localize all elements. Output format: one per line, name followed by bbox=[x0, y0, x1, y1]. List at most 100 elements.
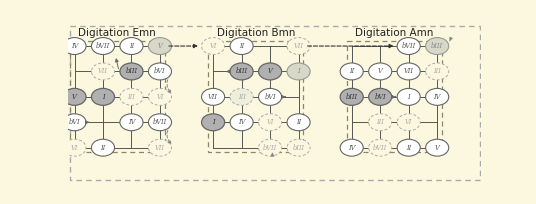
Ellipse shape bbox=[63, 114, 86, 131]
Ellipse shape bbox=[202, 114, 225, 131]
Text: VI: VI bbox=[157, 93, 163, 101]
Text: VI: VI bbox=[71, 144, 78, 152]
Ellipse shape bbox=[287, 139, 310, 156]
Text: I: I bbox=[102, 93, 105, 101]
Ellipse shape bbox=[397, 88, 420, 105]
Text: V: V bbox=[378, 68, 383, 75]
Text: III: III bbox=[128, 93, 136, 101]
Ellipse shape bbox=[369, 139, 392, 156]
Text: VI: VI bbox=[210, 42, 217, 50]
Ellipse shape bbox=[92, 139, 115, 156]
Text: VI: VI bbox=[405, 118, 412, 126]
Text: IV: IV bbox=[128, 118, 135, 126]
Text: I: I bbox=[297, 68, 300, 75]
Ellipse shape bbox=[120, 38, 143, 54]
Text: I: I bbox=[212, 118, 214, 126]
Ellipse shape bbox=[287, 38, 310, 54]
Text: II: II bbox=[239, 42, 244, 50]
Ellipse shape bbox=[397, 63, 420, 80]
Text: bVII: bVII bbox=[373, 144, 388, 152]
Ellipse shape bbox=[340, 139, 363, 156]
Text: II: II bbox=[100, 144, 106, 152]
Text: V: V bbox=[72, 93, 77, 101]
Text: IV: IV bbox=[71, 42, 78, 50]
Ellipse shape bbox=[148, 38, 172, 54]
Ellipse shape bbox=[120, 114, 143, 131]
Ellipse shape bbox=[340, 88, 363, 105]
Text: bVI: bVI bbox=[374, 93, 386, 101]
Ellipse shape bbox=[63, 88, 86, 105]
Ellipse shape bbox=[426, 139, 449, 156]
Text: III: III bbox=[376, 118, 384, 126]
Text: I: I bbox=[407, 93, 410, 101]
Text: V: V bbox=[267, 68, 272, 75]
Ellipse shape bbox=[230, 88, 253, 105]
Text: VII: VII bbox=[98, 68, 108, 75]
Text: II: II bbox=[406, 144, 411, 152]
Ellipse shape bbox=[426, 63, 449, 80]
Text: bVII: bVII bbox=[153, 118, 167, 126]
Text: VII: VII bbox=[155, 144, 165, 152]
Text: bVII: bVII bbox=[96, 42, 110, 50]
Ellipse shape bbox=[148, 114, 172, 131]
Ellipse shape bbox=[287, 63, 310, 80]
Ellipse shape bbox=[63, 38, 86, 54]
Text: VI: VI bbox=[266, 118, 274, 126]
Ellipse shape bbox=[148, 88, 172, 105]
Text: III: III bbox=[433, 68, 441, 75]
Ellipse shape bbox=[92, 88, 115, 105]
Text: VII: VII bbox=[294, 42, 303, 50]
Text: bVI: bVI bbox=[154, 68, 166, 75]
Ellipse shape bbox=[369, 63, 392, 80]
Ellipse shape bbox=[397, 139, 420, 156]
Ellipse shape bbox=[202, 38, 225, 54]
Ellipse shape bbox=[258, 88, 281, 105]
Ellipse shape bbox=[148, 139, 172, 156]
Text: Digitation Bmn: Digitation Bmn bbox=[217, 28, 295, 38]
Text: II: II bbox=[129, 42, 134, 50]
Ellipse shape bbox=[230, 114, 253, 131]
Text: bIII: bIII bbox=[125, 68, 138, 75]
Text: V: V bbox=[435, 144, 440, 152]
Ellipse shape bbox=[202, 88, 225, 105]
Text: IV: IV bbox=[238, 118, 245, 126]
Text: II: II bbox=[349, 68, 354, 75]
Ellipse shape bbox=[397, 114, 420, 131]
Ellipse shape bbox=[120, 63, 143, 80]
Ellipse shape bbox=[148, 63, 172, 80]
Ellipse shape bbox=[92, 63, 115, 80]
Text: IV: IV bbox=[434, 93, 441, 101]
FancyBboxPatch shape bbox=[70, 26, 480, 180]
Ellipse shape bbox=[230, 38, 253, 54]
Text: bIII: bIII bbox=[346, 93, 358, 101]
Text: bIII: bIII bbox=[431, 42, 443, 50]
Ellipse shape bbox=[63, 139, 86, 156]
Ellipse shape bbox=[369, 114, 392, 131]
Ellipse shape bbox=[426, 88, 449, 105]
Text: V: V bbox=[158, 42, 162, 50]
Ellipse shape bbox=[92, 38, 115, 54]
Ellipse shape bbox=[340, 63, 363, 80]
Ellipse shape bbox=[258, 139, 281, 156]
Text: VII: VII bbox=[208, 93, 218, 101]
Text: bVI: bVI bbox=[264, 93, 276, 101]
Ellipse shape bbox=[369, 88, 392, 105]
Text: II: II bbox=[296, 118, 301, 126]
Text: bVI: bVI bbox=[69, 118, 80, 126]
Text: Digitation Emn: Digitation Emn bbox=[78, 28, 156, 38]
Text: bIII: bIII bbox=[293, 144, 304, 152]
Ellipse shape bbox=[258, 114, 281, 131]
Text: bVII: bVII bbox=[401, 42, 416, 50]
Text: bIII: bIII bbox=[235, 68, 248, 75]
Text: III: III bbox=[237, 93, 245, 101]
Ellipse shape bbox=[230, 63, 253, 80]
Ellipse shape bbox=[426, 38, 449, 54]
Text: bVII: bVII bbox=[263, 144, 277, 152]
Ellipse shape bbox=[120, 88, 143, 105]
Ellipse shape bbox=[258, 63, 281, 80]
Ellipse shape bbox=[397, 38, 420, 54]
Text: IV: IV bbox=[348, 144, 355, 152]
Text: Digitation Amn: Digitation Amn bbox=[355, 28, 434, 38]
Text: VII: VII bbox=[404, 68, 414, 75]
Ellipse shape bbox=[287, 114, 310, 131]
